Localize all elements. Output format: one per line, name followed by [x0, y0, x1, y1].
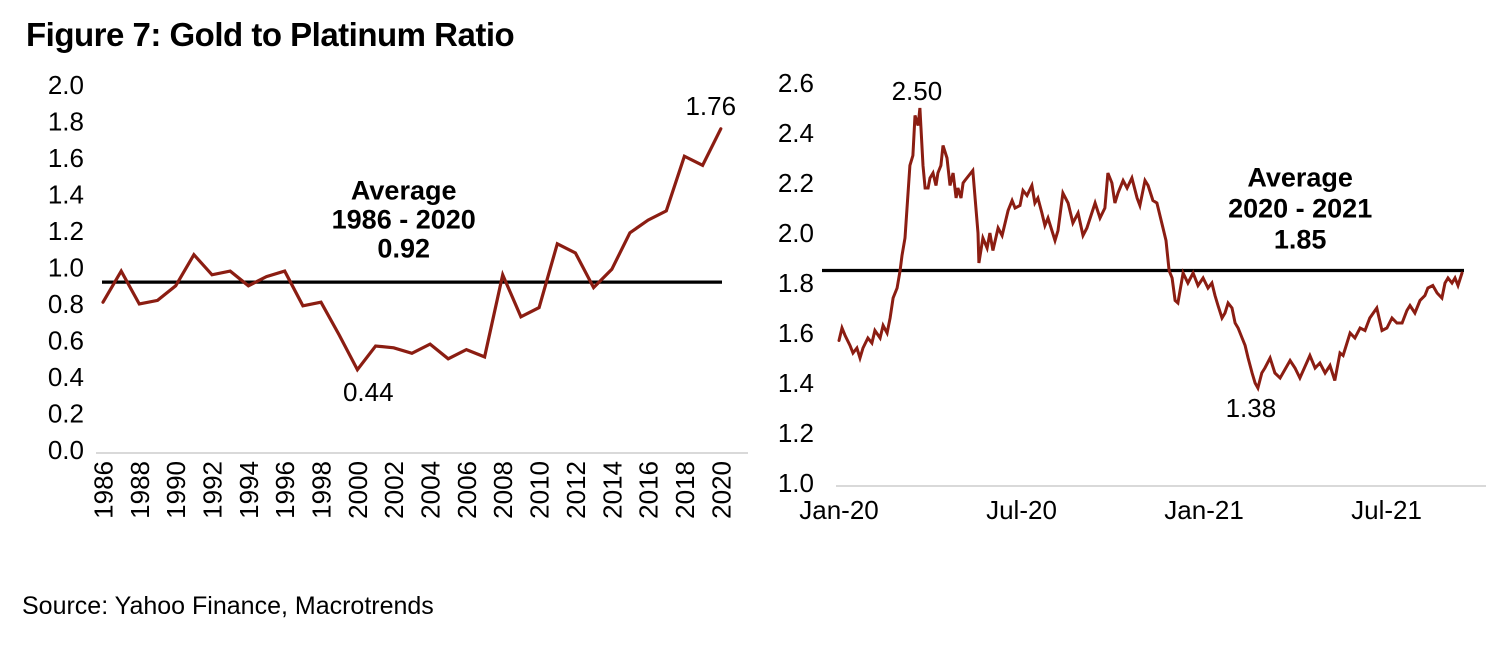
- chart-2020-2021-ratio: 1.0 1.2 1.4 1.6 1.8 2.0 2.2 2.4 2.6 Jan-20 Jul-20 J…: [778, 68, 1486, 525]
- x-tick-label: 2014: [597, 461, 627, 519]
- data-label: 1.38: [1226, 393, 1277, 423]
- y-tick-label: 0.4: [48, 362, 84, 392]
- y-tick-label: 1.0: [778, 468, 814, 498]
- y-tick-label: 2.6: [778, 68, 814, 98]
- x-tick-label: 1998: [307, 461, 337, 519]
- x-tick-label: Jul-21: [1351, 495, 1422, 525]
- y-tick-label: 2.2: [778, 168, 814, 198]
- average-label: Average: [1247, 163, 1353, 193]
- y-tick-label: 1.6: [778, 318, 814, 348]
- y-tick-label: 1.8: [778, 268, 814, 298]
- x-tick-label: 1994: [234, 461, 264, 519]
- x-tick-label: 2004: [416, 461, 446, 519]
- x-tick-label: 2016: [634, 461, 664, 519]
- x-tick-label: Jan-20: [799, 495, 879, 525]
- x-tick-label: 1992: [198, 461, 228, 519]
- y-tick-label: 2.4: [778, 118, 814, 148]
- y-tick-label: 2.0: [778, 218, 814, 248]
- average-label: Average: [351, 176, 457, 206]
- x-tick-label: 1990: [161, 461, 191, 519]
- x-tick-label: 2002: [379, 461, 409, 519]
- x-tick-label: 2006: [452, 461, 482, 519]
- data-label: 0.44: [343, 377, 394, 407]
- average-label: 0.92: [377, 233, 430, 263]
- y-tick-label: 1.4: [48, 180, 84, 210]
- y-tick-label: 0.8: [48, 289, 84, 319]
- x-tick-label: 1988: [125, 461, 155, 519]
- y-tick-label: 1.8: [48, 107, 84, 137]
- average-label: 1986 - 2020: [332, 204, 476, 234]
- y-tick-label: 1.2: [48, 216, 84, 246]
- x-tick-label: 2008: [488, 461, 518, 519]
- y-tick-label: 0.0: [48, 435, 84, 465]
- x-tick-label: 2010: [525, 461, 555, 519]
- x-tick-label: 1986: [89, 461, 119, 519]
- x-tick-label: 2012: [561, 461, 591, 519]
- y-tick-label: 1.4: [778, 368, 814, 398]
- x-tick-label: 2000: [343, 461, 373, 519]
- y-tick-label: 2.0: [48, 70, 84, 100]
- y-tick-label: 1.0: [48, 253, 84, 283]
- ratio-series-line: [101, 127, 723, 373]
- ratio-series-line: [837, 107, 1464, 392]
- data-label: 2.50: [892, 76, 943, 106]
- y-tick-label: 0.2: [48, 399, 84, 429]
- y-tick-label: 1.2: [778, 418, 814, 448]
- average-label: 1.85: [1274, 225, 1327, 255]
- average-label: 2020 - 2021: [1228, 194, 1372, 224]
- data-label: 1.76: [685, 91, 736, 121]
- y-tick-label: 0.6: [48, 326, 84, 356]
- y-tick-label: 1.6: [48, 143, 84, 173]
- source-note: Source: Yahoo Finance, Macrotrends: [22, 592, 434, 620]
- x-tick-label: Jul-20: [986, 495, 1057, 525]
- x-tick-label: Jan-21: [1164, 495, 1244, 525]
- x-tick-label: 2018: [670, 461, 700, 519]
- figure-title: Figure 7: Gold to Platinum Ratio: [26, 16, 515, 53]
- x-tick-label: 1996: [270, 461, 300, 519]
- x-tick-label: 2020: [706, 461, 736, 519]
